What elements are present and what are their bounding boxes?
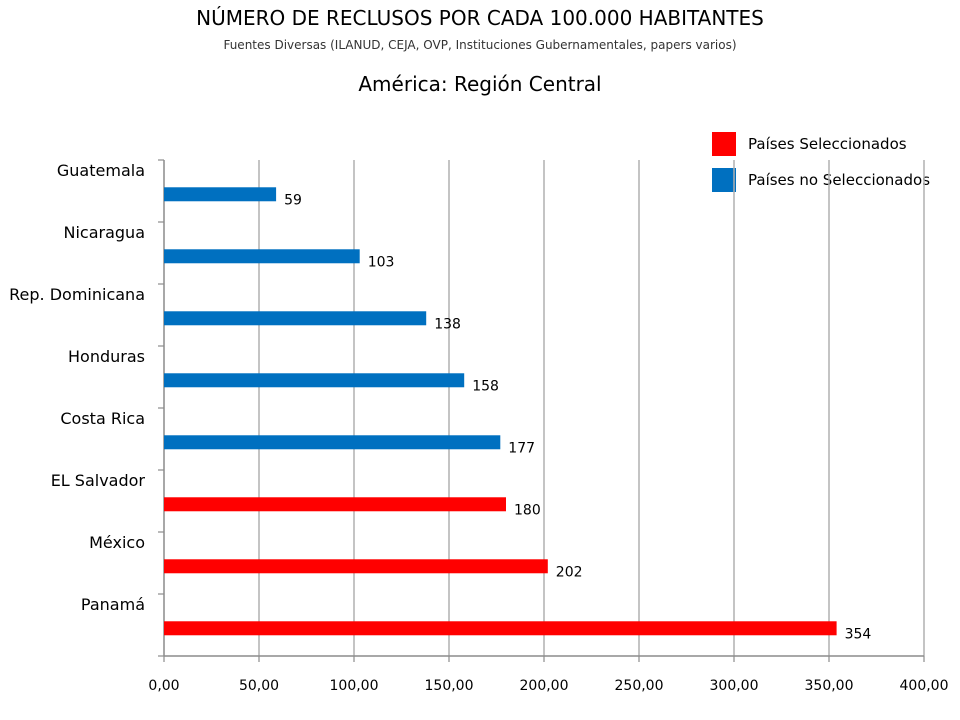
category-label: Rep. Dominicana: [9, 285, 145, 304]
bar: [164, 311, 427, 326]
data-label: 177: [508, 440, 535, 456]
legend-label-selected: Países Seleccionados: [748, 135, 907, 153]
bar: [164, 435, 501, 450]
legend-swatch-not-selected: [712, 168, 736, 192]
category-label: Costa Rica: [60, 409, 145, 428]
x-tick-label: 200,00: [520, 678, 569, 694]
bar: [164, 249, 360, 264]
legend-label-not-selected: Países no Seleccionados: [748, 171, 931, 189]
x-tick-label: 350,00: [805, 678, 854, 694]
data-label: 59: [284, 192, 302, 208]
data-label: 158: [472, 378, 499, 394]
bar: [164, 621, 837, 636]
data-label: 180: [514, 502, 541, 518]
data-label: 138: [434, 316, 461, 332]
x-tick-label: 0,00: [148, 678, 179, 694]
x-tick-label: 400,00: [900, 678, 949, 694]
category-label: Guatemala: [57, 161, 145, 180]
chart-title: NÚMERO DE RECLUSOS POR CADA 100.000 HABI…: [196, 6, 764, 30]
legend: Países Seleccionados Países no Seleccion…: [712, 132, 930, 204]
chart-subtitle: Fuentes Diversas (ILANUD, CEJA, OVP, Ins…: [223, 38, 737, 52]
category-label: EL Salvador: [51, 471, 146, 490]
category-label: México: [89, 533, 145, 552]
legend-item-not-selected: Países no Seleccionados: [712, 168, 930, 192]
region-heading: América: Región Central: [358, 72, 602, 96]
x-tick-label: 250,00: [615, 678, 664, 694]
x-tick-label: 300,00: [710, 678, 759, 694]
x-tick-label: 50,00: [239, 678, 279, 694]
category-label: Nicaragua: [64, 223, 146, 242]
bar: [164, 497, 506, 512]
bar: [164, 559, 548, 574]
x-tick-label: 100,00: [330, 678, 379, 694]
category-label: Panamá: [81, 595, 145, 614]
data-label: 354: [845, 626, 872, 642]
bar: [164, 373, 465, 388]
legend-item-selected: Países Seleccionados: [712, 132, 930, 156]
x-tick-label: 150,00: [425, 678, 474, 694]
category-label: Honduras: [68, 347, 145, 366]
data-label: 103: [368, 254, 395, 270]
data-label: 202: [556, 564, 583, 580]
bar: [164, 187, 277, 202]
legend-swatch-selected: [712, 132, 736, 156]
